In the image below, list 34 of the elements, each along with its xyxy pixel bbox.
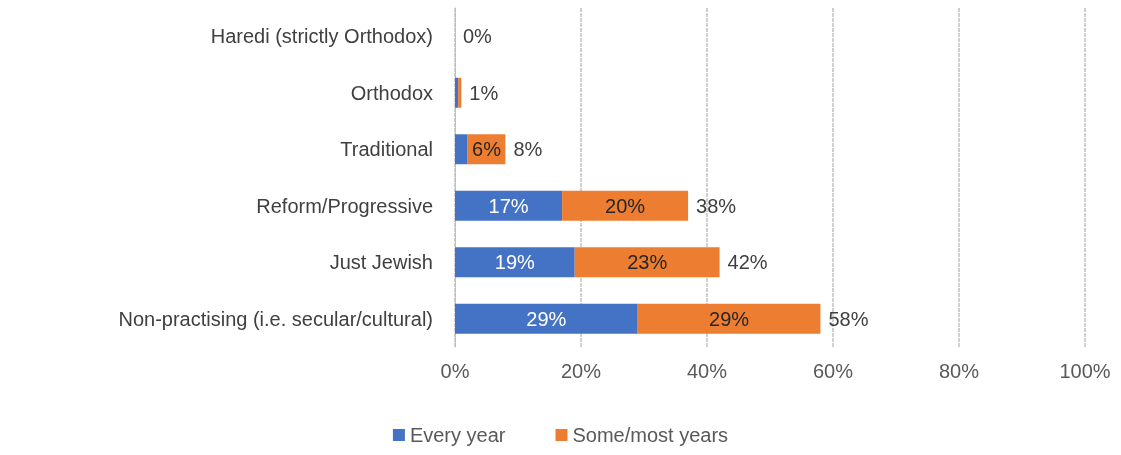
x-tick-label: 0% — [440, 360, 470, 382]
y-tick-label: Reform/Progressive — [256, 194, 433, 217]
bar — [574, 247, 720, 278]
data-label: 20% — [605, 194, 646, 217]
bar — [637, 303, 821, 334]
y-tick-label: Haredi (strictly Orthodox) — [210, 25, 433, 48]
x-tick-label: 80% — [938, 360, 980, 382]
bar — [455, 247, 575, 278]
y-tick-label: Just Jewish — [329, 251, 433, 274]
data-label: 29% — [526, 307, 567, 330]
bar — [455, 134, 468, 165]
y-tick-label: Non-practising (i.e. secular/cultural) — [118, 307, 433, 330]
data-label: 23% — [627, 251, 668, 274]
total-label: 38% — [696, 194, 737, 217]
data-label: 17% — [488, 194, 529, 217]
y-tick-label: Orthodox — [350, 81, 433, 104]
legend-label: Every year — [409, 424, 506, 446]
x-tick-label: 100% — [1059, 360, 1111, 382]
bar — [455, 190, 563, 221]
total-label: 0% — [463, 25, 493, 48]
total-label: 58% — [828, 307, 869, 330]
data-label: 19% — [494, 251, 536, 274]
total-label: 42% — [727, 251, 768, 274]
x-tick-label: 60% — [812, 360, 854, 382]
data-label: 29% — [709, 307, 750, 330]
total-label: 1% — [469, 81, 499, 104]
data-label: 6% — [472, 138, 502, 161]
y-tick-label: Traditional — [340, 138, 433, 161]
x-tick-label: 40% — [686, 360, 728, 382]
x-tick-label: 20% — [560, 360, 602, 382]
bar — [562, 190, 689, 221]
bar — [455, 303, 638, 334]
legend-label: Some/most years — [572, 424, 729, 446]
total-label: 8% — [513, 138, 543, 161]
